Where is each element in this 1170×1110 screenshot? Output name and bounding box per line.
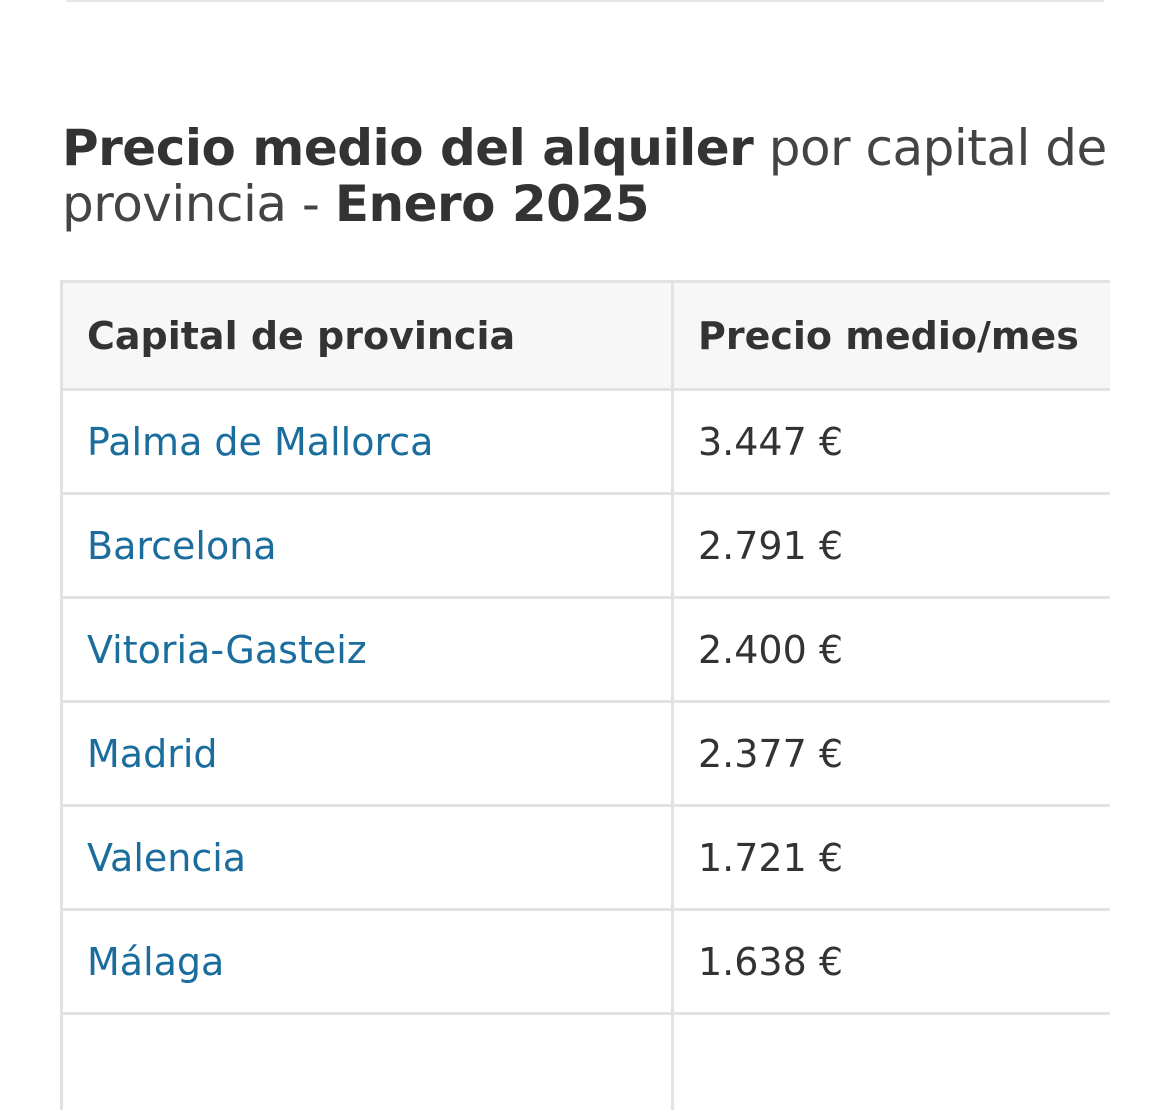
page-title: Precio medio del alquiler por capital de… bbox=[62, 120, 1122, 232]
city-link[interactable]: Valencia bbox=[87, 836, 246, 880]
price-cell: 2.400 € bbox=[673, 598, 1111, 702]
price-cell: 3.447 € bbox=[673, 390, 1111, 494]
city-cell: Madrid bbox=[62, 702, 673, 806]
table-row: Palma de Mallorca 3.447 € bbox=[62, 390, 1111, 494]
column-header-city: Capital de provincia bbox=[62, 282, 673, 390]
city-link[interactable]: Vitoria-Gasteiz bbox=[87, 628, 367, 672]
column-header-price: Precio medio/mes bbox=[673, 282, 1111, 390]
table-row: Barcelona 2.791 € bbox=[62, 494, 1111, 598]
table-row: Málaga 1.638 € bbox=[62, 910, 1111, 1014]
price-cell: 1.721 € bbox=[673, 806, 1111, 910]
city-cell: Valencia bbox=[62, 806, 673, 910]
city-cell: Málaga bbox=[62, 910, 673, 1014]
top-divider bbox=[66, 0, 1104, 2]
table-row bbox=[62, 1014, 1111, 1110]
rent-price-table: Capital de provincia Precio medio/mes Pa… bbox=[60, 280, 1110, 1110]
table-row: Madrid 2.377 € bbox=[62, 702, 1111, 806]
price-cell bbox=[673, 1014, 1111, 1110]
city-link[interactable]: Barcelona bbox=[87, 524, 277, 568]
city-cell: Palma de Mallorca bbox=[62, 390, 673, 494]
city-cell: Vitoria-Gasteiz bbox=[62, 598, 673, 702]
title-bold-part: Precio medio del alquiler bbox=[62, 119, 753, 177]
price-cell: 1.638 € bbox=[673, 910, 1111, 1014]
city-link[interactable]: Madrid bbox=[87, 732, 218, 776]
table-row: Vitoria-Gasteiz 2.400 € bbox=[62, 598, 1111, 702]
rent-price-table-container: Capital de provincia Precio medio/mes Pa… bbox=[60, 280, 1110, 1110]
city-cell bbox=[62, 1014, 673, 1110]
city-cell: Barcelona bbox=[62, 494, 673, 598]
table-row: Valencia 1.721 € bbox=[62, 806, 1111, 910]
price-cell: 2.791 € bbox=[673, 494, 1111, 598]
table-header-row: Capital de provincia Precio medio/mes bbox=[62, 282, 1111, 390]
price-cell: 2.377 € bbox=[673, 702, 1111, 806]
city-link[interactable]: Palma de Mallorca bbox=[87, 420, 433, 464]
title-date: Enero 2025 bbox=[335, 175, 649, 233]
city-link[interactable]: Málaga bbox=[87, 940, 224, 984]
